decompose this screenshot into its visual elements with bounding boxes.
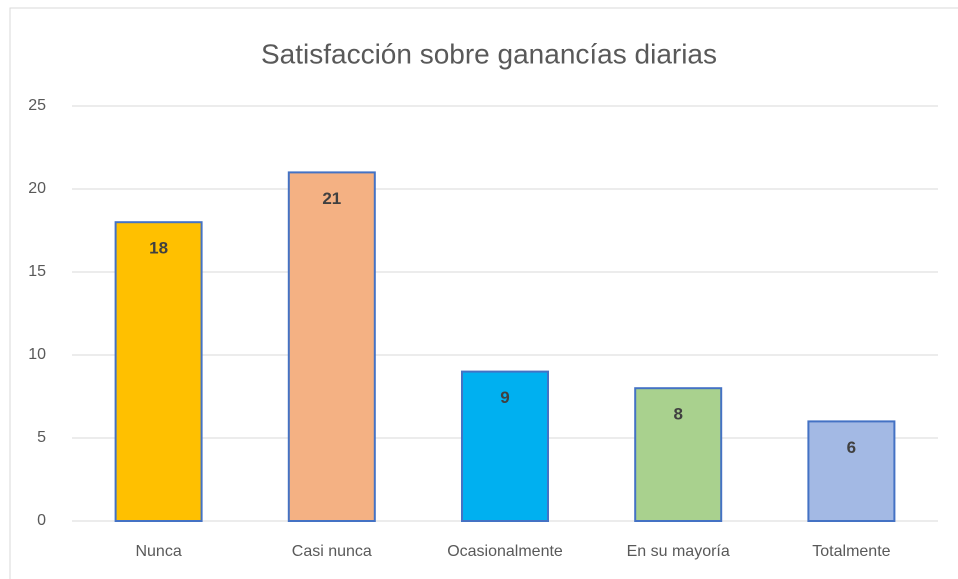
data-label: 18 (149, 239, 168, 258)
x-tick-label: Totalmente (812, 543, 890, 560)
y-tick-label: 25 (28, 97, 46, 114)
data-label: 8 (673, 405, 682, 424)
x-tick-label: Casi nunca (292, 543, 372, 560)
data-label: 9 (500, 388, 509, 407)
data-label: 21 (322, 189, 341, 208)
y-tick-label: 0 (37, 512, 46, 529)
chart-title: Satisfacción sobre ganancías diarias (261, 38, 717, 69)
bar (807, 420, 896, 522)
x-tick-label: En su mayoría (627, 543, 730, 560)
bar (634, 387, 723, 523)
bar (114, 221, 203, 522)
y-tick-label: 15 (28, 263, 46, 280)
y-tick-label: 10 (28, 346, 46, 363)
bar (287, 171, 376, 522)
data-label: 6 (847, 438, 856, 457)
bar (461, 370, 549, 522)
y-tick-label: 5 (37, 429, 46, 446)
x-tick-label: Ocasionalmente (447, 543, 563, 560)
y-tick-label: 20 (28, 180, 46, 197)
chart-frame (9, 7, 958, 579)
x-tick-label: Nunca (135, 543, 181, 560)
